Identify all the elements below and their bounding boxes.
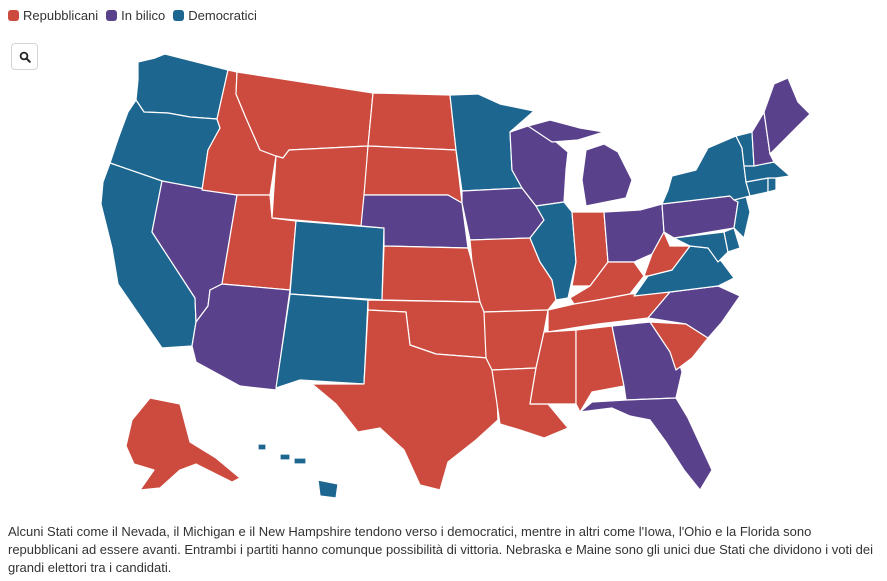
state-wa[interactable] [135,53,229,120]
state-co[interactable] [289,220,385,301]
state-mi[interactable] [527,119,633,207]
legend-label-swing: In bilico [121,8,166,23]
state-tx[interactable] [311,309,499,491]
state-ks[interactable] [381,245,481,303]
us-map [100,53,811,499]
state-me[interactable] [763,77,811,155]
state-il[interactable] [529,201,577,301]
state-ak[interactable] [125,397,241,491]
state-ny[interactable] [661,135,751,205]
map-caption: Alcuni Stati come il Nevada, il Michigan… [8,524,873,575]
legend-label-republicans: Repubblicani [23,8,99,23]
state-wy[interactable] [271,145,369,227]
legend-swatch-republicans [8,10,19,21]
state-wv[interactable] [643,231,691,277]
legend-swatch-swing [106,10,118,21]
state-nh[interactable] [751,111,775,167]
search-icon [19,51,31,63]
legend: Repubblicani In bilico Democratici [8,8,257,23]
state-vt[interactable] [735,131,755,167]
legend-swatch-democrats [173,10,185,21]
state-hi[interactable] [257,443,339,499]
legend-label-democrats: Democratici [188,8,257,23]
state-nd[interactable] [367,92,457,151]
state-de[interactable] [723,227,741,253]
state-nm[interactable] [275,293,369,389]
state-fl[interactable] [579,397,713,491]
legend-item-democrats[interactable]: Democratici [173,8,257,23]
legend-item-swing[interactable]: In bilico [106,8,165,23]
legend-item-republicans[interactable]: Repubblicani [8,8,98,23]
zoom-button[interactable] [11,43,38,70]
state-ri[interactable] [767,177,777,193]
